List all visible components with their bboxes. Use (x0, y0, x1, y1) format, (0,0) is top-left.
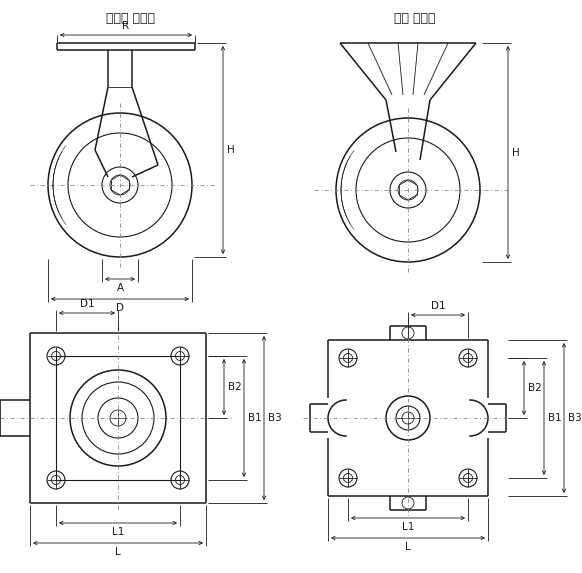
Text: B3: B3 (568, 413, 582, 423)
Text: D: D (116, 303, 124, 313)
Text: B3: B3 (268, 413, 282, 423)
Text: L: L (115, 547, 121, 557)
Text: 스위벨 캐스터: 스위벨 캐스터 (105, 12, 154, 25)
Text: B1: B1 (248, 413, 262, 423)
Text: B2: B2 (528, 383, 542, 393)
Text: L: L (405, 542, 411, 552)
Text: D1: D1 (80, 299, 94, 309)
Text: H: H (512, 147, 520, 158)
Text: B2: B2 (228, 382, 242, 392)
Text: B1: B1 (548, 413, 562, 423)
Text: L1: L1 (402, 522, 414, 532)
Text: A: A (116, 283, 123, 293)
Text: H: H (227, 145, 235, 155)
Text: D1: D1 (431, 301, 445, 311)
Text: R: R (122, 21, 130, 31)
Text: 고정 캐스터: 고정 캐스터 (394, 12, 436, 25)
Text: L1: L1 (112, 527, 124, 537)
